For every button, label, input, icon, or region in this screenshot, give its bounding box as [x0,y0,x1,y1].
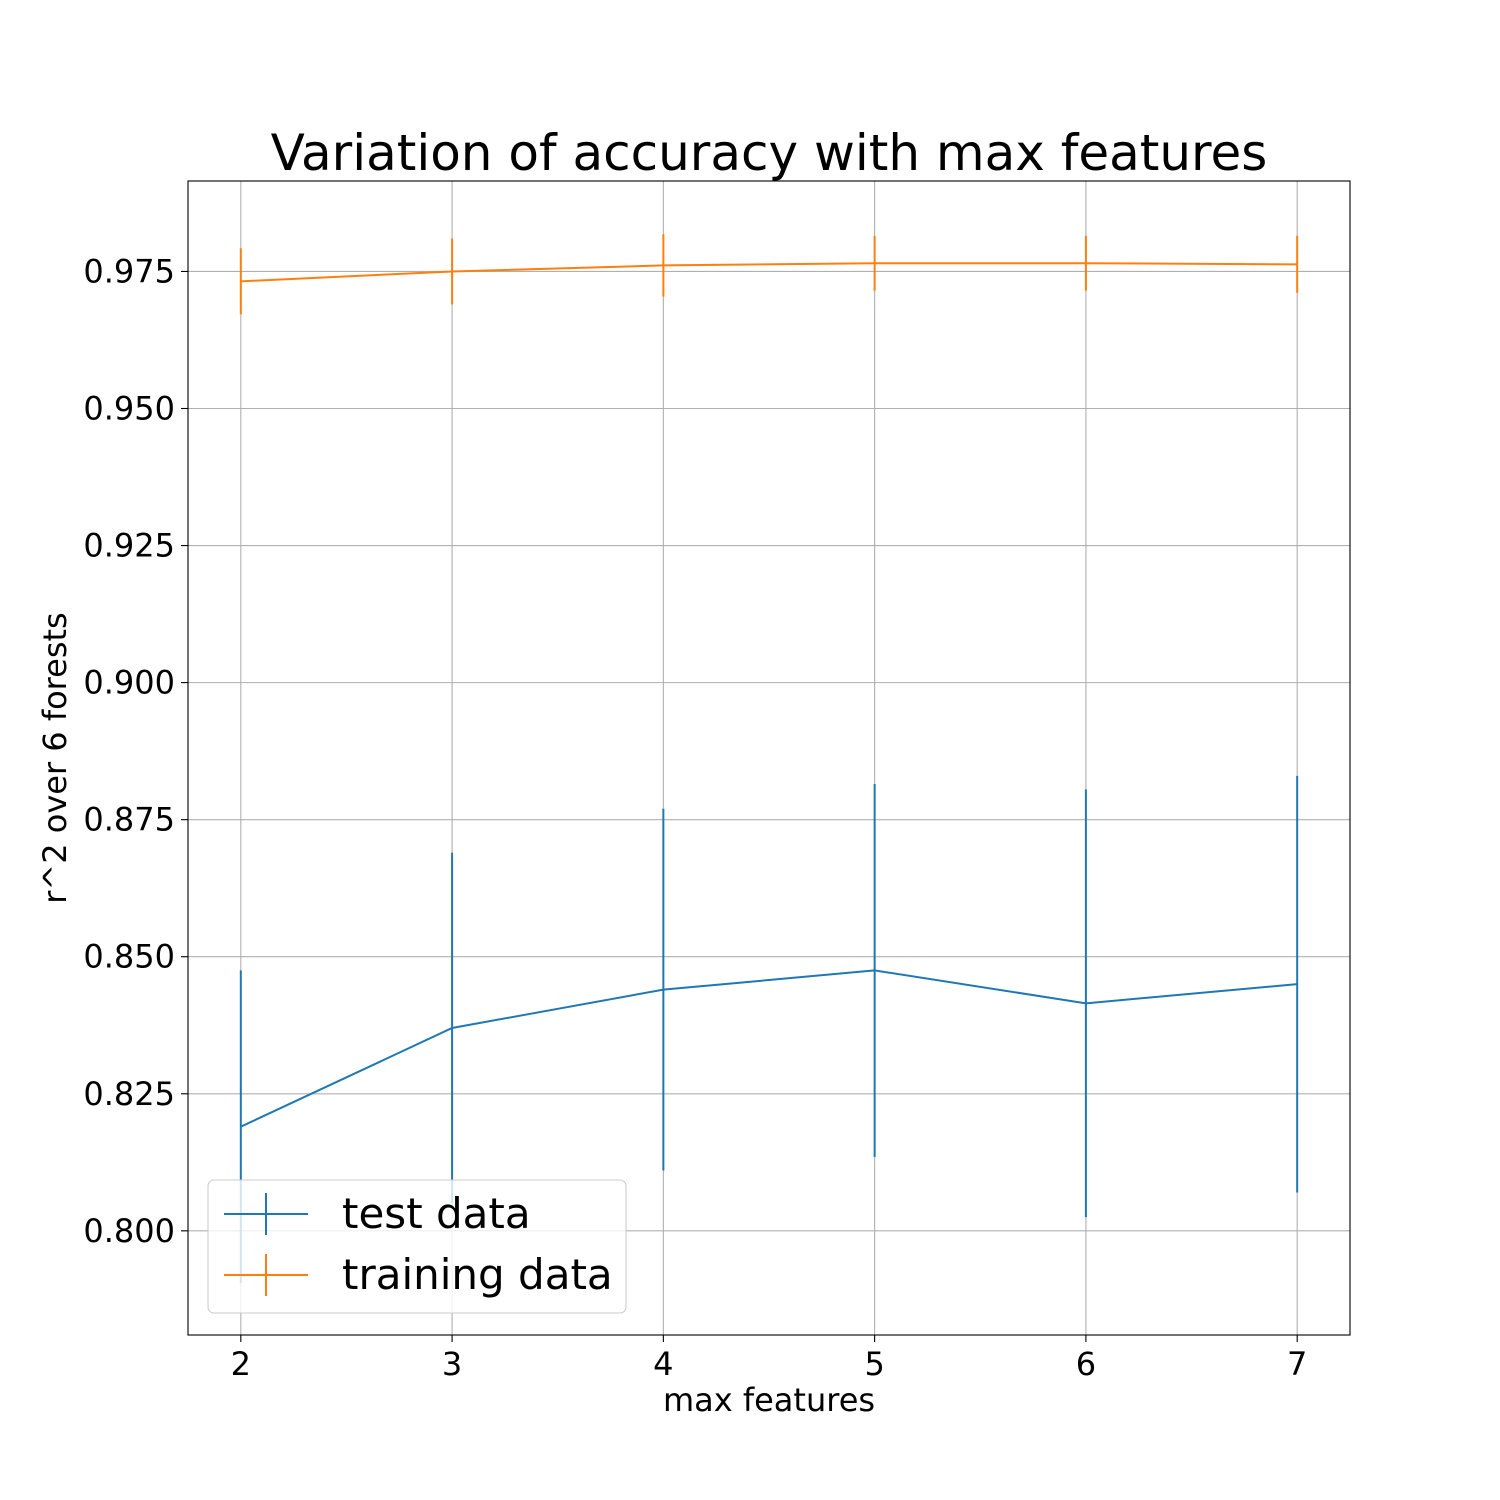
legend: test data training data [207,1179,627,1314]
x-tick-label: 4 [653,1345,673,1383]
y-tick-label: 0.975 [83,252,175,290]
x-tick-label: 3 [442,1345,462,1383]
x-tick-label: 2 [231,1345,251,1383]
y-tick-label: 0.825 [83,1075,175,1113]
y-tick-label: 0.900 [83,664,175,702]
y-tick-label: 0.950 [83,390,175,428]
tick-layer: 2 3 4 5 6 7 0.800 0.825 0.850 0.875 0.900 0.925 0.95… [83,252,1307,1383]
series-line [240,969,1298,1128]
legend-label: training data [342,1250,613,1299]
series-training-data [239,234,1299,315]
y-tick-label: 0.850 [83,938,175,976]
plot-frame [187,180,1351,1336]
series-line [240,262,1298,283]
x-tick-label: 6 [1076,1345,1096,1383]
grid-layer [188,181,1350,1335]
y-tick-label: 0.875 [83,801,175,839]
x-tick-label: 7 [1287,1345,1307,1383]
y-tick-label: 0.925 [83,527,175,565]
y-axis-label: r^2 over 6 forests [36,612,74,903]
y-tick-label: 0.800 [83,1212,175,1250]
chart-title: Variation of accuracy with max features [271,124,1268,182]
x-tick-label: 5 [864,1345,884,1383]
legend-box [207,1179,627,1314]
legend-label: test data [342,1189,531,1238]
x-axis-label: max features [663,1381,875,1419]
